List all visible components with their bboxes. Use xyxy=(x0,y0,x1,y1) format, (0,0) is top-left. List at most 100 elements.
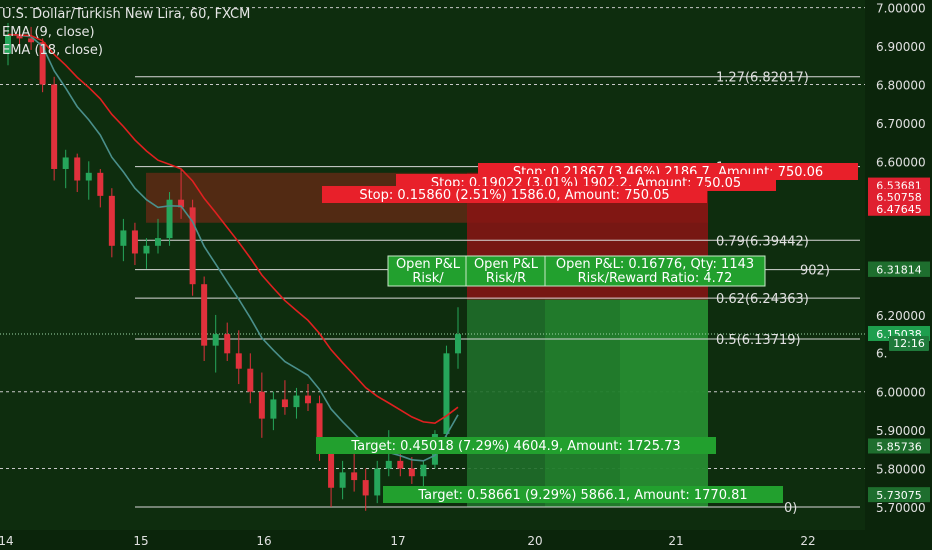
price-badge-text-5: 6.31814 xyxy=(876,264,922,277)
candle-body-26 xyxy=(305,395,311,404)
target-label-1-text: Target: 0.45018 (7.29%) 4604.9, Amount: … xyxy=(350,439,680,454)
open-pnl-label-3-line1: Open P&L: 0.16776, Qty: 1143 xyxy=(556,257,754,272)
open-pnl-label-1-line2: Risk/ xyxy=(412,271,444,286)
candle-body-9 xyxy=(108,195,115,246)
candle-body-30 xyxy=(351,472,358,481)
candle-body-34 xyxy=(397,460,404,469)
x-tick-4: 20 xyxy=(527,534,542,548)
x-tick-5: 21 xyxy=(668,534,683,548)
price-badge-2: 6.47645 xyxy=(868,200,930,216)
candle-body-25 xyxy=(293,395,300,408)
price-badge-8: 5.73075 xyxy=(868,487,930,503)
candle-body-27 xyxy=(316,403,323,446)
y-tick-6: 6.20000 xyxy=(876,309,926,323)
open-pnl-label-2-line2: Risk/R xyxy=(486,271,526,286)
price-badge-bg-1 xyxy=(868,188,930,204)
candle-body-7 xyxy=(85,172,92,181)
candle-body-20 xyxy=(235,353,242,369)
x-tick-2: 16 xyxy=(256,534,271,548)
y-tick-8: 5.90000 xyxy=(876,424,926,438)
y-tick-7: 6.00000 xyxy=(876,386,926,400)
open-pnl-label-2-bg xyxy=(465,255,547,287)
candle-body-11 xyxy=(131,230,138,254)
y-tick-9: 5.80000 xyxy=(876,463,926,477)
x-tick-6: 22 xyxy=(800,534,815,548)
chart-legend: U.S. Dollar/Turkish New Lira, 60, FXCM E… xyxy=(2,6,250,60)
price-badge-bg-2 xyxy=(868,200,930,216)
target-label-1-bg xyxy=(316,437,716,454)
candle-body-18 xyxy=(212,334,219,346)
candle-body-17 xyxy=(201,284,208,346)
candle-body-16 xyxy=(189,207,196,285)
open-pnl-label-1-line1: Open P&L xyxy=(396,257,461,272)
ema18-line xyxy=(7,33,459,425)
target-label-2-text: Target: 0.58661 (9.29%) 5866.1, Amount: … xyxy=(417,488,747,503)
candle-body-0 xyxy=(5,34,11,54)
candle-body-33 xyxy=(385,460,392,469)
y-tick-1: 6.90000 xyxy=(876,40,926,54)
y-tick-10: 5.70000 xyxy=(876,501,926,515)
y-tick-0: 7.00000 xyxy=(876,2,926,16)
time-axis-background xyxy=(0,530,865,550)
candle-body-31 xyxy=(362,480,369,496)
price-badge-text-7: 5.85736 xyxy=(876,441,922,454)
x-tick-0: 14 xyxy=(0,534,14,548)
target-label-2-bg xyxy=(383,486,783,503)
open-pnl-label-3: Open P&L: 0.16776, Qty: 1143Risk/Reward … xyxy=(544,255,766,287)
x-tick-3: 17 xyxy=(390,534,405,548)
open-pnl-label-3-bg xyxy=(544,255,766,287)
candle-body-6 xyxy=(74,157,81,181)
candle-body-21 xyxy=(247,368,254,392)
y-tick-2: 6.80000 xyxy=(876,78,926,92)
candle-body-5 xyxy=(62,157,69,169)
target-zone-box-3 xyxy=(620,299,708,507)
candle-body-4 xyxy=(51,84,58,169)
fib-label-0: 1.27(6.82017) xyxy=(716,71,809,86)
candle-body-13 xyxy=(155,238,161,246)
target-label-2: Target: 0.58661 (9.29%) 5866.1, Amount: … xyxy=(383,486,783,503)
y-tick-4: 6.60000 xyxy=(876,155,926,169)
price-badge-5: 6.31814 xyxy=(868,261,930,277)
candle-body-1 xyxy=(16,34,23,39)
stop-label-3-bg xyxy=(322,186,707,203)
fib-label-2: 0.62(6.24363) xyxy=(716,292,809,307)
ema9-legend[interactable]: EMA (9, close) xyxy=(2,25,95,40)
fib-fragment-1: 902) xyxy=(800,264,830,279)
candle-body-2 xyxy=(28,38,35,43)
price-badge-text-1: 6.50758 xyxy=(876,191,922,204)
candle-body-28 xyxy=(328,445,335,488)
price-badge-1: 6.50758 xyxy=(868,188,930,204)
candle-body-29 xyxy=(339,472,346,488)
candle-body-36 xyxy=(420,464,427,477)
candle-body-3 xyxy=(39,42,46,85)
candle-body-10 xyxy=(120,230,127,246)
candle-body-19 xyxy=(224,334,231,354)
price-badge-7: 5.85736 xyxy=(868,438,930,454)
open-pnl-label-2-line1: Open P&L xyxy=(474,257,539,272)
candle-body-38 xyxy=(443,353,450,434)
x-tick-1: 15 xyxy=(133,534,148,548)
open-pnl-label-3-line2: Risk/Reward Ratio: 4.72 xyxy=(578,271,733,286)
bar-close-countdown: 12:16 xyxy=(889,336,929,351)
ema18-legend[interactable]: EMA (18, close) xyxy=(2,43,103,58)
candle-body-8 xyxy=(97,172,104,196)
price-badge-bg-8 xyxy=(868,487,930,503)
candle-body-15 xyxy=(178,199,185,208)
y-tick-3: 6.70000 xyxy=(876,117,926,131)
candle-body-23 xyxy=(270,399,277,419)
fib-fragment-2: 0) xyxy=(784,501,797,516)
target-zone-box-2 xyxy=(545,299,708,507)
stop-label-3-text: Stop: 0.15860 (2.51%) 1586.0, Amount: 75… xyxy=(359,188,669,203)
stop-label-3: Stop: 0.15860 (2.51%) 1586.0, Amount: 75… xyxy=(322,186,707,203)
price-badge-bg-7 xyxy=(868,438,930,454)
candle-body-12 xyxy=(143,245,150,254)
candle-body-35 xyxy=(408,468,415,477)
candle-body-24 xyxy=(281,399,288,408)
y-tick-partial: 6. xyxy=(876,346,887,360)
price-badge-text-2: 6.47645 xyxy=(876,203,922,216)
target-label-1: Target: 0.45018 (7.29%) 4604.9, Amount: … xyxy=(316,437,716,454)
